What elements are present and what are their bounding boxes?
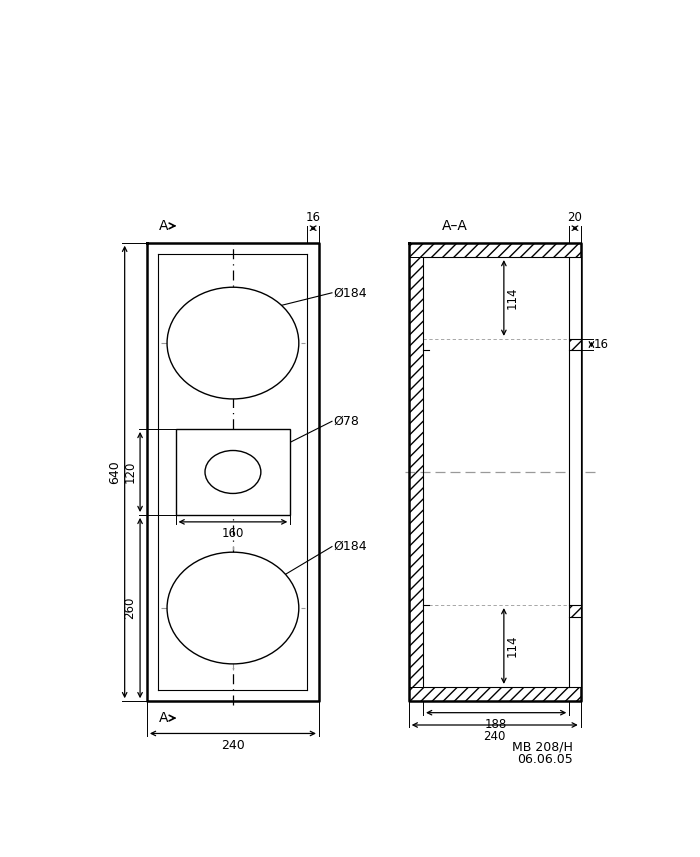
Bar: [176, 429, 290, 515]
Ellipse shape: [205, 451, 261, 494]
Bar: [569, 339, 581, 351]
Text: 240: 240: [484, 730, 506, 743]
Text: 16: 16: [306, 211, 321, 224]
Text: Ø184: Ø184: [333, 540, 367, 553]
Text: A: A: [159, 711, 169, 725]
Text: 16: 16: [594, 338, 609, 351]
Bar: [409, 257, 423, 686]
Text: 160: 160: [222, 527, 244, 540]
Bar: [569, 257, 581, 686]
Text: 240: 240: [221, 739, 245, 752]
Text: 114: 114: [505, 287, 519, 309]
Ellipse shape: [167, 552, 299, 664]
Text: 20: 20: [568, 211, 582, 224]
Text: Ø78: Ø78: [333, 415, 359, 428]
Text: 120: 120: [123, 461, 136, 483]
Bar: [569, 605, 581, 617]
Text: MB 208/H: MB 208/H: [512, 740, 573, 754]
Text: 188: 188: [485, 718, 508, 731]
Bar: [409, 686, 581, 701]
Text: A: A: [159, 219, 169, 233]
Text: 114: 114: [505, 635, 519, 657]
Text: 06.06.05: 06.06.05: [517, 753, 573, 766]
Text: 260: 260: [123, 596, 136, 620]
Bar: [409, 243, 581, 257]
Text: 640: 640: [108, 460, 121, 484]
Text: Ø184: Ø184: [333, 286, 367, 299]
Text: A–A: A–A: [442, 219, 468, 233]
Ellipse shape: [167, 287, 299, 399]
